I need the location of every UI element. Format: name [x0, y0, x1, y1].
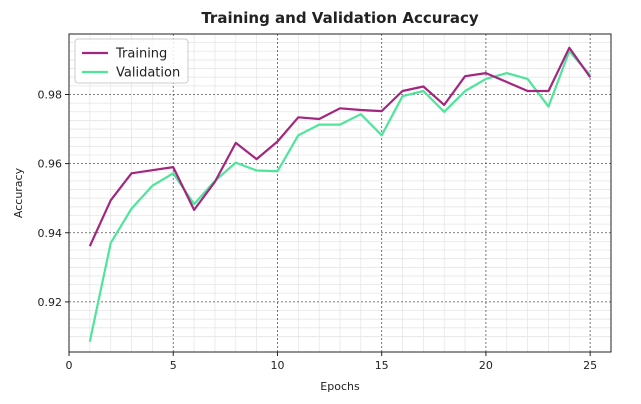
x-tick-label: 5: [170, 359, 177, 372]
y-tick-label: 0.98: [38, 88, 63, 101]
series-group: [88, 46, 592, 342]
x-tick-label: 20: [479, 359, 493, 372]
ticks: 0 5 10 15 20 25 0.92 0.94 0.96 0.98: [38, 88, 598, 372]
y-tick-label: 0.92: [38, 296, 63, 309]
chart-title: Training and Validation Accuracy: [201, 9, 479, 27]
plot-frame: [68, 33, 612, 353]
series-line-validation: [88, 50, 592, 342]
legend-label-validation: Validation: [116, 66, 180, 81]
x-tick-label: 10: [270, 359, 284, 372]
x-tick-label: 15: [375, 359, 389, 372]
x-tick-label: 25: [583, 359, 597, 372]
y-axis-label: Accuracy: [12, 167, 25, 218]
grid: [69, 33, 611, 352]
series-line-training: [88, 46, 592, 247]
x-axis-label: Epochs: [320, 380, 360, 393]
x-tick-label: 0: [66, 359, 73, 372]
legend: Training Validation: [74, 38, 189, 84]
y-tick-label: 0.94: [38, 227, 63, 240]
y-tick-label: 0.96: [38, 158, 63, 171]
legend-label-training: Training: [115, 47, 167, 62]
